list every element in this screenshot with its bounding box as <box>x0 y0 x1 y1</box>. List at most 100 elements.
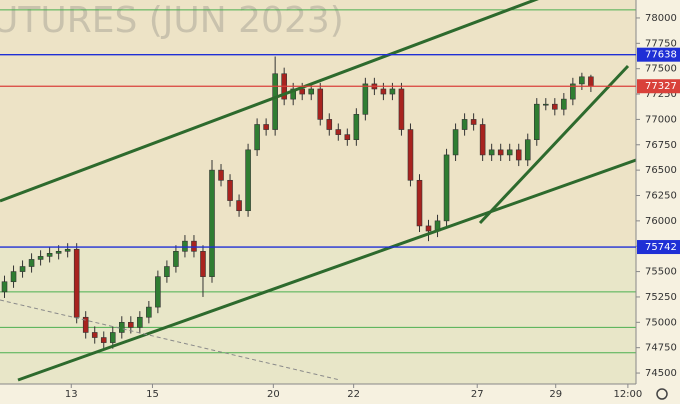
candle-body <box>10 271 17 283</box>
y-tick-label: 76750 <box>645 140 677 151</box>
y-tick-label: 77250 <box>645 89 677 100</box>
candle-body <box>588 76 594 87</box>
candle-body <box>200 250 206 277</box>
candle-body <box>389 88 396 95</box>
candle-body <box>452 129 459 156</box>
candle-body <box>425 225 432 232</box>
candle-body <box>362 83 369 115</box>
candle-body <box>164 266 170 277</box>
candle-body <box>407 129 414 181</box>
candle-body <box>91 332 98 338</box>
time-axis <box>0 384 636 404</box>
candle-body <box>236 200 242 212</box>
candle-body <box>326 119 333 130</box>
y-tick-label: 74750 <box>645 343 677 354</box>
candle-body <box>506 149 513 156</box>
dashed-line <box>0 299 341 381</box>
candle-body <box>443 154 450 222</box>
level-label-box <box>637 240 680 255</box>
candle-body <box>46 253 53 257</box>
y-tick-label: 77750 <box>645 38 677 49</box>
candle-body <box>398 88 405 130</box>
y-tick-label: 77000 <box>645 114 677 125</box>
channel-lower <box>17 158 637 382</box>
candle-body <box>479 124 486 156</box>
candle-body <box>218 169 224 181</box>
level-label: 77638 <box>645 50 677 61</box>
candle-body <box>579 76 585 85</box>
candle-body <box>19 266 26 272</box>
upper-background <box>0 0 636 247</box>
candle-body <box>470 119 477 125</box>
candle-body <box>263 124 269 130</box>
candle-body <box>254 124 260 151</box>
candle-body <box>82 316 89 333</box>
y-tick-label: 78000 <box>645 13 677 24</box>
candle-body <box>64 248 71 252</box>
candle-body <box>1 281 8 293</box>
candle-body <box>137 316 143 328</box>
candle-body <box>317 88 324 120</box>
candle-body <box>73 248 80 318</box>
candle-body <box>245 149 251 212</box>
lower-background <box>0 247 636 384</box>
candle-body <box>497 149 504 156</box>
candle-body <box>272 73 278 130</box>
price-axis <box>636 0 680 404</box>
candle-body <box>570 83 576 100</box>
x-tick-label: 29 <box>549 389 562 400</box>
y-tick-label: 75250 <box>645 292 677 303</box>
candle-body <box>488 149 495 156</box>
candle-body <box>182 240 188 252</box>
candle-body <box>227 179 233 201</box>
plot-area <box>0 9 636 354</box>
x-tick-label: 12:00 <box>613 389 642 400</box>
candle-body <box>461 119 468 130</box>
candle-body <box>109 332 116 343</box>
candle-body <box>552 103 558 110</box>
candle-body <box>37 256 44 260</box>
candle-body <box>344 134 351 141</box>
candle-body <box>119 322 125 333</box>
settings-icon[interactable] <box>656 388 668 400</box>
y-tick-label: 76250 <box>645 191 677 202</box>
candle-body <box>308 88 315 95</box>
level-label-box <box>637 79 680 94</box>
candle-body <box>416 179 423 227</box>
candle-body <box>353 114 360 141</box>
y-tick-label: 76500 <box>645 165 677 176</box>
x-tick-label: 22 <box>347 389 360 400</box>
candle-body <box>55 250 62 254</box>
trend-lines <box>0 0 637 382</box>
candle-body <box>515 149 522 161</box>
candle-body <box>524 139 531 161</box>
candle-body <box>191 240 197 252</box>
candle-body <box>380 88 387 95</box>
x-tick-label: 27 <box>471 389 484 400</box>
y-tick-label: 76000 <box>645 216 677 227</box>
level-label: 75742 <box>645 242 677 253</box>
y-tick-label: 75500 <box>645 267 677 278</box>
candle-body <box>290 88 296 100</box>
y-tick-label: 74500 <box>645 368 677 379</box>
channel-upper <box>0 0 539 203</box>
support-line <box>478 64 630 225</box>
candle-body <box>561 98 567 110</box>
candle-body <box>155 276 161 308</box>
y-tick-label: 77500 <box>645 64 677 75</box>
level-label-box <box>637 47 680 62</box>
candle-body <box>100 337 107 343</box>
candle-body <box>146 306 152 318</box>
x-tick-label: 13 <box>65 389 78 400</box>
candle-body <box>209 169 215 277</box>
candle-body <box>335 129 342 135</box>
x-tick-label: 15 <box>146 389 159 400</box>
candle-body <box>299 88 305 95</box>
candle-body <box>128 322 134 328</box>
candle-body <box>173 250 179 267</box>
candle-body <box>28 259 35 267</box>
x-tick-label: 20 <box>267 389 280 400</box>
y-tick-label: 75000 <box>645 317 677 328</box>
level-label: 77327 <box>645 81 677 92</box>
